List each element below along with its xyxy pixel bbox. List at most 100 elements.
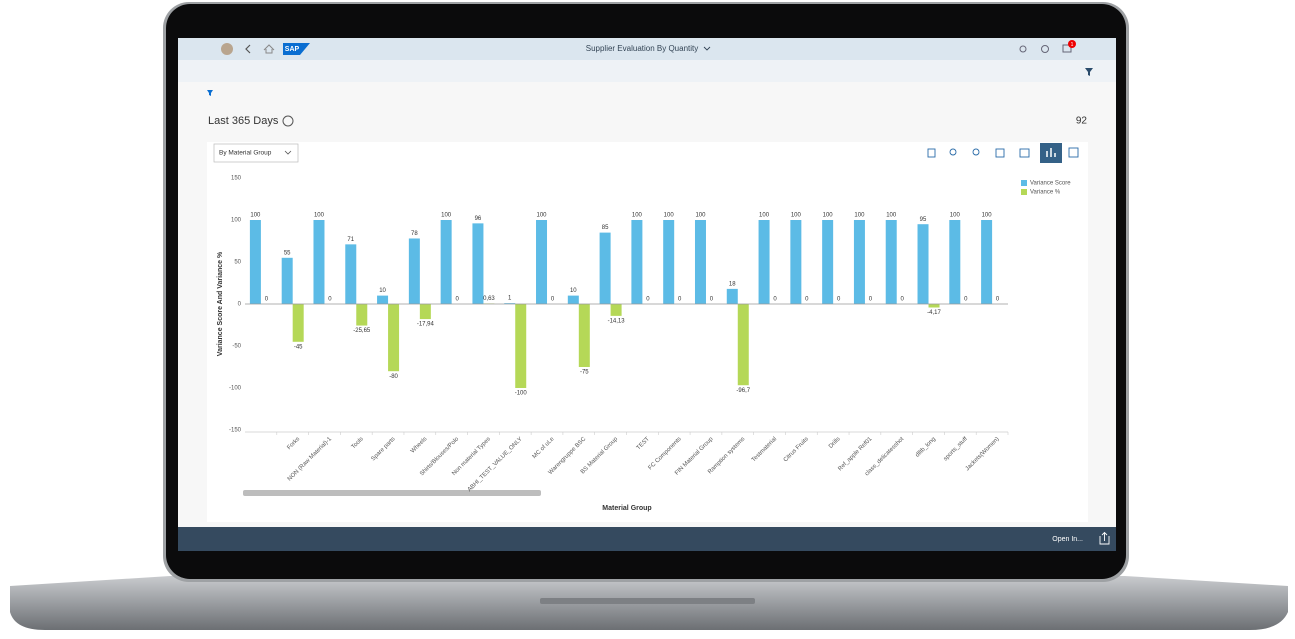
data-label: 100	[441, 213, 452, 219]
legend-label: Variance Score	[1030, 181, 1071, 187]
sap-logo	[283, 43, 310, 55]
footer	[178, 527, 1116, 551]
bar	[822, 220, 834, 304]
y-tick-label: 0	[238, 302, 242, 308]
logo-text: SAP	[285, 46, 300, 53]
notification-badge	[1068, 40, 1076, 48]
data-label: 100	[950, 213, 961, 219]
data-label: 0	[328, 297, 332, 303]
zoom-out[interactable]	[972, 148, 980, 156]
y-tick-label: 50	[234, 260, 241, 266]
data-label: 0	[869, 297, 873, 303]
data-label: 100	[695, 213, 706, 219]
y-tick-label: -50	[232, 344, 241, 350]
bar	[356, 304, 368, 326]
bar	[281, 257, 293, 304]
filter-bar	[178, 60, 1116, 82]
data-label: 0	[551, 297, 555, 303]
y-tick-label: 100	[231, 218, 242, 224]
back-button[interactable]	[245, 44, 251, 54]
bar	[249, 220, 261, 304]
filter-button[interactable]	[1085, 68, 1093, 76]
data-label: 0	[805, 297, 809, 303]
bar	[981, 220, 993, 304]
period-menu[interactable]	[282, 115, 294, 127]
selector[interactable]	[213, 143, 299, 163]
data-label: 78	[411, 231, 418, 237]
y-tick-label: 150	[231, 176, 242, 182]
data-label: 100	[314, 213, 325, 219]
data-label: 0	[837, 297, 841, 303]
legend-swatch	[1021, 189, 1027, 195]
data-label: 71	[347, 237, 354, 243]
home-button[interactable]	[263, 44, 275, 54]
y-tick-label: -150	[229, 428, 242, 434]
notifications-button[interactable]	[1062, 44, 1072, 53]
fullscreen[interactable]	[995, 148, 1005, 158]
laptop-notch	[540, 598, 755, 604]
bar	[885, 220, 897, 304]
data-label: 55	[284, 250, 291, 256]
data-label: 100	[537, 213, 548, 219]
scrollbar[interactable]	[243, 490, 541, 496]
data-label: -96,7	[736, 388, 750, 394]
bar	[949, 220, 961, 304]
data-label: 0	[710, 297, 714, 303]
data-label: 100	[823, 213, 834, 219]
help-button[interactable]	[1041, 45, 1049, 53]
bar	[377, 295, 389, 304]
bar	[853, 220, 865, 304]
data-label: 100	[854, 213, 865, 219]
data-label: -80	[389, 374, 398, 380]
avatar[interactable]	[221, 43, 233, 55]
bar	[515, 304, 527, 388]
data-label: -100	[515, 391, 528, 397]
data-label: 96	[475, 216, 482, 222]
app-title[interactable]: Supplier Evaluation By Quantity	[586, 44, 699, 53]
data-label: 0	[265, 297, 269, 303]
bar	[388, 304, 400, 372]
data-label: 100	[886, 213, 897, 219]
selector-text[interactable]: By Material Group	[219, 150, 272, 157]
bar	[917, 224, 929, 304]
bar	[737, 304, 749, 386]
count: 92	[1076, 116, 1088, 127]
period-title: Last 365 Days	[208, 115, 279, 127]
y-axis-title: Variance Score And Variance %	[217, 251, 224, 356]
bar	[758, 220, 770, 304]
notification-count: 1	[1071, 42, 1074, 48]
data-label: 85	[602, 225, 609, 231]
table-view[interactable]	[1068, 147, 1079, 158]
data-label: 0	[455, 297, 459, 303]
bar	[313, 220, 325, 304]
x-axis-title: Material Group	[602, 505, 651, 512]
bar	[504, 303, 516, 304]
bar	[599, 232, 611, 304]
data-label: 18	[729, 281, 736, 287]
data-label: 100	[664, 213, 675, 219]
bar	[536, 220, 548, 304]
search-button[interactable]	[1019, 45, 1027, 53]
zoom-in[interactable]	[949, 148, 957, 156]
data-label: 0	[678, 297, 682, 303]
share-button[interactable]	[1099, 531, 1110, 545]
bar	[472, 223, 484, 304]
data-label: 100	[250, 213, 261, 219]
bar	[694, 220, 706, 304]
bar	[726, 288, 738, 304]
filter-indicator[interactable]	[207, 90, 213, 96]
title-menu[interactable]	[703, 46, 711, 51]
bar	[567, 295, 579, 304]
data-label: -4,17	[927, 310, 941, 316]
legend-toggle[interactable]	[927, 148, 936, 158]
bar	[631, 220, 643, 304]
open-in-button[interactable]: Open In...	[1052, 536, 1083, 543]
data-label: -45	[294, 344, 303, 350]
data-label: -14,13	[608, 318, 626, 324]
chart-type[interactable]	[1019, 148, 1030, 158]
bar	[408, 238, 420, 304]
bar	[928, 304, 940, 308]
y-tick-label: -100	[229, 386, 242, 392]
